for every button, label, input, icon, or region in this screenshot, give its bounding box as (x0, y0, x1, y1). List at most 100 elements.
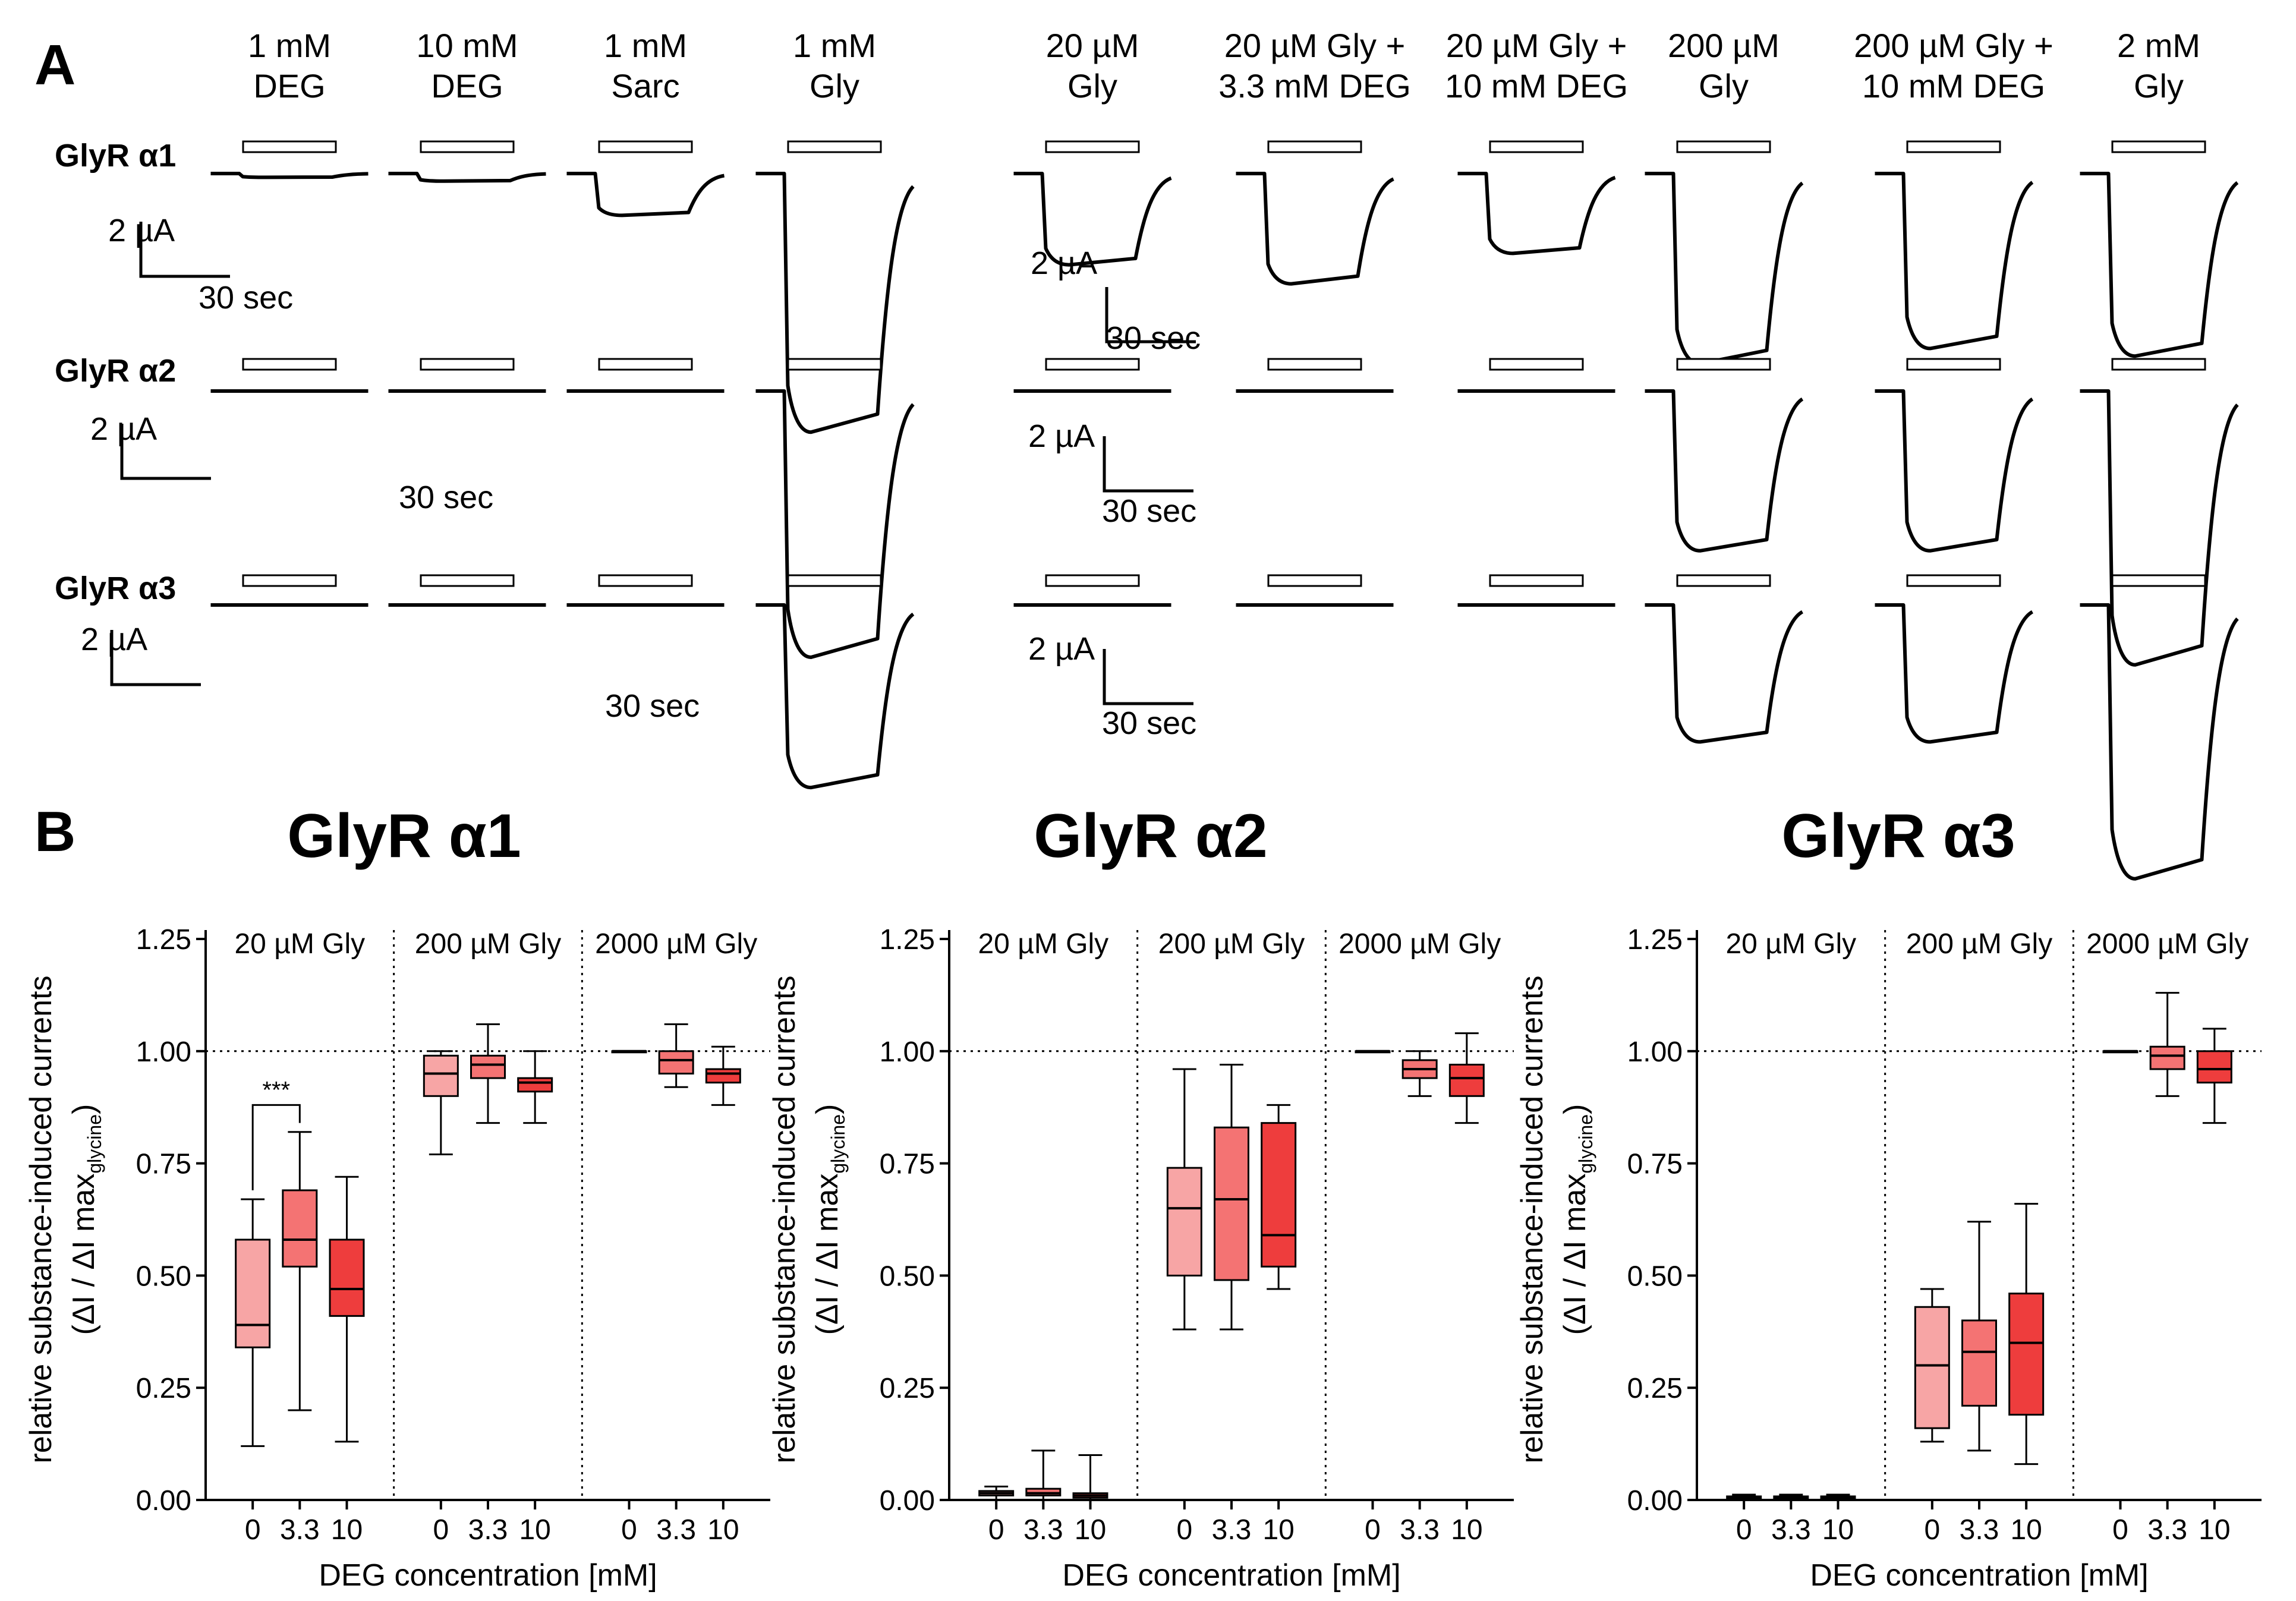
y-axis-subtitle: (ΔI / ΔI maxglycine) (810, 1104, 849, 1335)
y-tick-label: 0.00 (1627, 1485, 1683, 1517)
y-axis-title: relative substance-induced currents (1515, 976, 1549, 1464)
column-header-line2: Sarc (611, 67, 679, 105)
application-bar (1045, 574, 1140, 587)
box-2000-m-gly-deg-10 (2196, 1050, 2232, 1084)
current-trace (388, 172, 546, 183)
application-bar (420, 358, 515, 371)
application-bar (420, 140, 515, 153)
scale-bar-time-label: 30 sec (399, 480, 493, 515)
y-tick-label: 0.25 (1627, 1373, 1683, 1404)
x-tick-label: 3.3 (1960, 1514, 1999, 1546)
application-bar (1267, 140, 1362, 153)
x-tick-label: 10 (707, 1514, 739, 1546)
box-20-m-gly-deg-3-3 (282, 1189, 318, 1268)
x-tick-label: 10 (1822, 1514, 1854, 1546)
group-label: 20 µM Gly (1725, 928, 1856, 960)
row-label: GlyR α3 (55, 571, 176, 606)
y-tick-label: 0.50 (1627, 1260, 1683, 1292)
y-tick-label: 0.00 (880, 1485, 935, 1517)
y-axis-subtitle-close: ) (810, 1104, 845, 1114)
application-bar (598, 358, 693, 371)
chart-title: GlyR α3 (1781, 802, 2015, 871)
x-tick-label: 0 (245, 1514, 261, 1546)
y-axis-subtitle-main: (ΔI / ΔI max (810, 1174, 845, 1335)
y-axis-subtitle-close: ) (67, 1104, 101, 1114)
box-200-m-gly-deg-3-3 (470, 1054, 506, 1079)
group-label: 2000 µM Gly (2086, 928, 2248, 960)
x-tick-label: 3.3 (2147, 1514, 2187, 1546)
application-bar (1906, 574, 2001, 587)
x-axis-title: DEG concentration [mM] (319, 1558, 657, 1593)
column-header-line1: 20 µM Gly + (1224, 27, 1406, 64)
x-tick-label: 0 (988, 1514, 1004, 1546)
x-tick-label: 0 (433, 1514, 449, 1546)
x-tick-label: 3.3 (280, 1514, 320, 1546)
scale-bar-current-label: 2 µA (81, 622, 147, 657)
scale-bar (120, 424, 211, 480)
application-bar (1045, 358, 1140, 371)
chart-title: GlyR α2 (1034, 802, 1267, 871)
application-bar (598, 140, 693, 153)
column-header-line2: Gly (1699, 67, 1749, 105)
scale-bar-current-label: 2 µA (1028, 418, 1095, 454)
column-header-line1: 200 µM (1668, 27, 1780, 64)
chart-title: GlyR α1 (287, 802, 521, 871)
application-bar (1489, 574, 1584, 587)
application-bar (1676, 140, 1771, 153)
group-label: 200 µM Gly (1158, 928, 1305, 960)
application-bar (1906, 140, 2001, 153)
application-bar (2111, 358, 2206, 371)
application-bar (242, 574, 337, 587)
application-bar (242, 140, 337, 153)
scale-bar (1103, 649, 1193, 705)
y-tick-label: 0.75 (880, 1149, 935, 1180)
y-tick-label: 0.75 (136, 1149, 191, 1180)
group-label: 200 µM Gly (1906, 928, 2052, 960)
application-bar (787, 574, 882, 587)
current-trace (1013, 172, 1172, 267)
y-axis-subtitle-main: (ΔI / ΔI max (67, 1174, 101, 1335)
group-label: 2000 µM Gly (1338, 928, 1501, 960)
x-tick-label: 0 (621, 1514, 637, 1546)
x-tick-label: 0 (1924, 1514, 1940, 1546)
application-bar (2111, 574, 2206, 587)
y-tick-label: 0.25 (136, 1373, 191, 1404)
current-trace (1457, 172, 1616, 256)
box-200-m-gly-deg-0 (1166, 1167, 1202, 1277)
column-header-line2: Gly (1067, 67, 1117, 105)
y-axis-subtitle-main: (ΔI / ΔI max (1558, 1174, 1592, 1335)
column-header-line1: 200 µM Gly + (1854, 27, 2054, 64)
x-axis-title: DEG concentration [mM] (1810, 1558, 2148, 1593)
y-tick-label: 0.75 (1627, 1149, 1683, 1180)
group-label: 200 µM Gly (415, 928, 561, 960)
y-axis-title: relative substance-induced currents (24, 976, 58, 1464)
y-axis-subtitle-subscript: glycine (1575, 1114, 1596, 1174)
column-header-line2: 10 mM DEG (1862, 67, 2045, 105)
application-bar (598, 574, 693, 587)
scale-bar (1105, 287, 1196, 343)
scale-bar-time-label: 30 sec (1102, 493, 1196, 529)
row-label: GlyR α2 (55, 353, 176, 389)
box-200-m-gly-deg-10 (1261, 1122, 1297, 1268)
x-axis-title: DEG concentration [mM] (1062, 1558, 1400, 1593)
group-label: 2000 µM Gly (595, 928, 757, 960)
x-tick-label: 10 (1262, 1514, 1294, 1546)
box-200-m-gly-deg-0 (423, 1054, 459, 1097)
current-trace (1875, 603, 2034, 744)
column-header-line2: 10 mM DEG (1445, 67, 1628, 105)
application-bar (1267, 358, 1362, 371)
application-bar (1489, 140, 1584, 153)
application-bar (2111, 140, 2206, 153)
column-header-line1: 20 µM Gly + (1446, 27, 1627, 64)
column-header-line1: 1 mM (604, 27, 687, 64)
column-header-line2: Gly (2134, 67, 2184, 105)
application-bar (420, 574, 515, 587)
scale-bar-time-label: 30 sec (605, 688, 700, 724)
column-header-line1: 10 mM (416, 27, 518, 64)
x-tick-label: 0 (1176, 1514, 1192, 1546)
application-bar (787, 140, 882, 153)
current-trace (566, 172, 725, 218)
x-tick-label: 10 (519, 1514, 550, 1546)
